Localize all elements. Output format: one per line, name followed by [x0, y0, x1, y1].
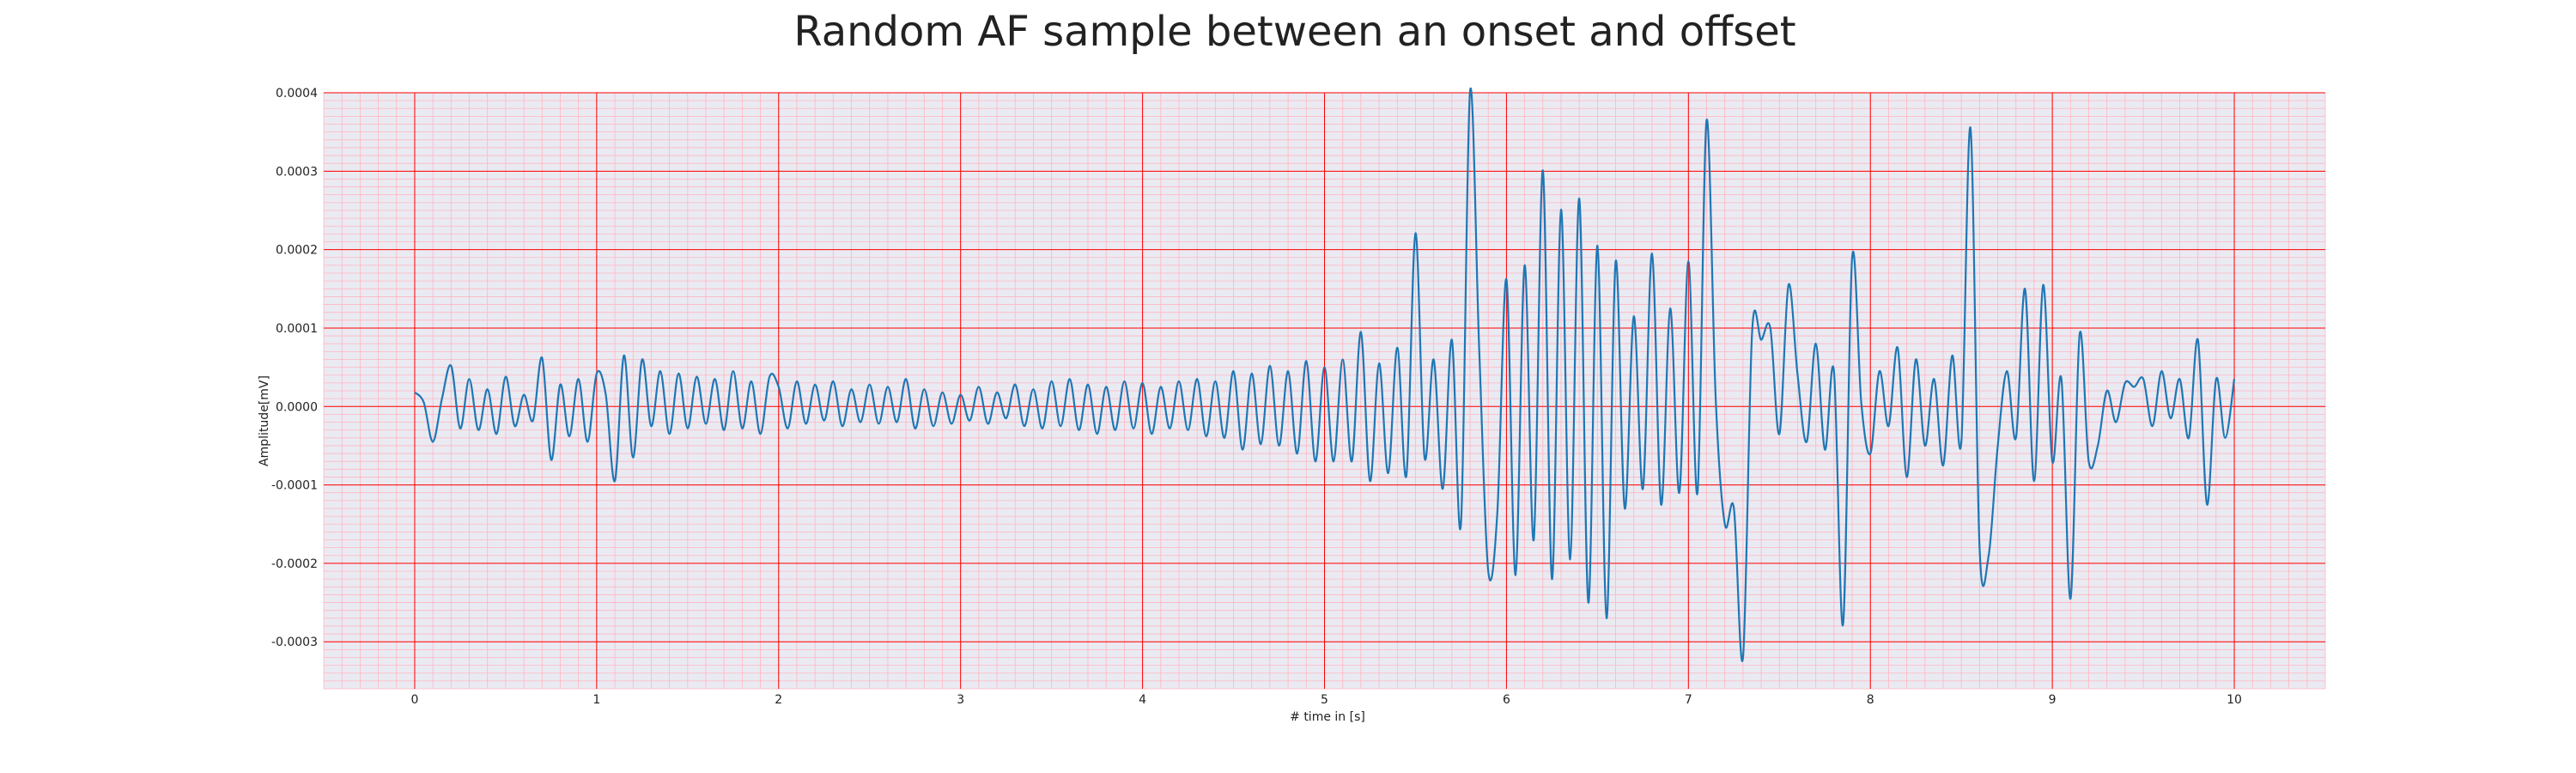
y-tick-label: -0.0002: [271, 557, 318, 571]
x-tick-label: 0: [410, 693, 418, 707]
x-tick-label: 7: [1685, 693, 1692, 707]
x-tick-label: 8: [1867, 693, 1874, 707]
x-tick-label: 3: [957, 693, 964, 707]
y-axis-label: Amplitude[mV]: [258, 375, 271, 466]
x-tick-label: 6: [1503, 693, 1510, 707]
major-grid: [324, 92, 2325, 689]
y-tick-label: 0.0004: [276, 87, 318, 100]
x-tick-label: 9: [2049, 693, 2057, 707]
y-tick-label: -0.0001: [271, 479, 318, 493]
series-line: [414, 87, 2236, 662]
x-tick-label: 10: [2227, 693, 2242, 707]
x-axis-label: # time in [s]: [1290, 710, 1365, 724]
x-tick-label: 4: [1139, 693, 1146, 707]
y-tick-label: 0.0001: [276, 322, 318, 336]
y-tick-label: -0.0003: [271, 636, 318, 649]
y-tick-label: 0.0000: [276, 400, 318, 414]
x-tick-label: 2: [775, 693, 782, 707]
y-axis-ticks: 0.0004 0.0003 0.0002 0.0001 0.0000 -0.0001 -0.…: [271, 87, 318, 649]
x-tick-label: 5: [1321, 693, 1328, 707]
y-tick-label: 0.0002: [276, 244, 318, 258]
y-tick-label: 0.0003: [276, 165, 318, 179]
chart-title: Random AF sample between an onset and of…: [793, 8, 1795, 56]
x-tick-label: 1: [592, 693, 600, 707]
x-axis-ticks: 0 1 2 3 4 5 6 7 8 9 10: [410, 693, 2241, 707]
